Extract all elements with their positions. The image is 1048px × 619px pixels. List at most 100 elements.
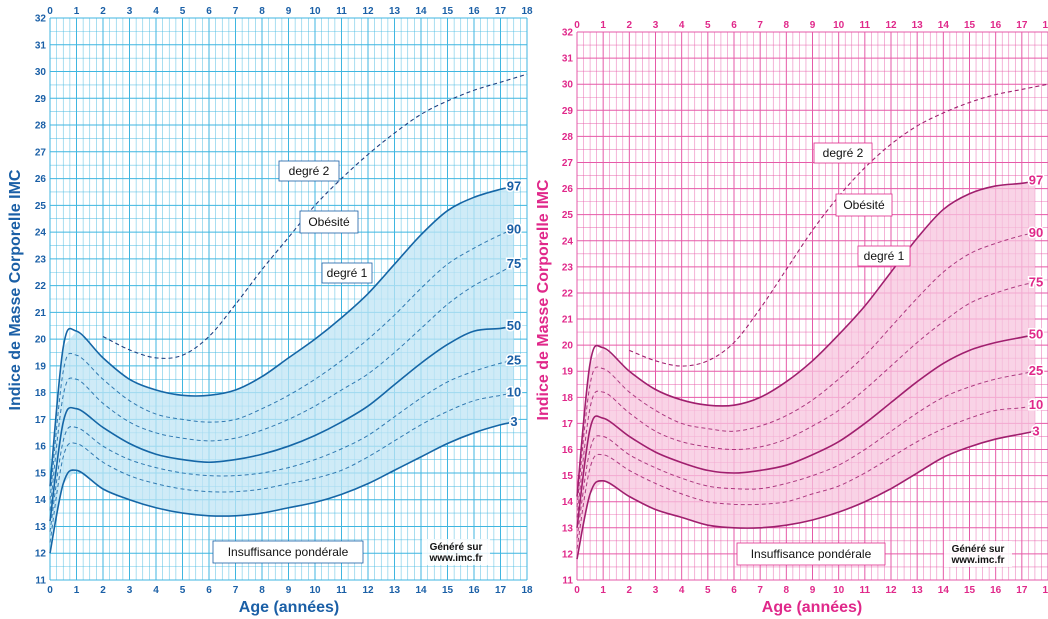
credit-line-1: Généré sur (430, 542, 483, 553)
x-tick-label-top: 13 (912, 20, 924, 31)
x-tick-label-bottom: 3 (653, 585, 659, 596)
y-tick-label: 24 (562, 236, 574, 247)
degre1-box (857, 245, 911, 267)
y-axis-title: Indice de Masse Corporelle IMC (535, 179, 552, 420)
x-tick-label-bottom: 17 (1016, 585, 1028, 596)
y-tick-label: 29 (562, 106, 574, 117)
x-tick-label-top: 17 (1016, 20, 1028, 31)
x-tick-label-top: 0 (47, 6, 53, 17)
x-tick-label-bottom: 7 (233, 585, 239, 596)
x-tick-label-bottom: 12 (885, 585, 897, 596)
x-tick-label-top: 10 (833, 20, 845, 31)
x-tick-label-top: 6 (731, 20, 737, 31)
x-tick-label-top: 5 (180, 6, 186, 17)
x-tick-label-bottom: 11 (860, 585, 871, 596)
degre1-box (321, 262, 373, 284)
x-tick-label-bottom: 17 (495, 585, 507, 596)
y-tick-label: 27 (35, 147, 47, 158)
percentile-3-label: 3 (510, 414, 517, 429)
obesity-threshold-curve (102, 73, 528, 359)
percentile-10-label: 10 (507, 385, 521, 400)
x-tick-label-top: 15 (964, 20, 976, 31)
y-tick-label: 21 (562, 315, 574, 326)
x-tick-label-bottom: 9 (810, 585, 816, 596)
y-tick-label: 26 (35, 174, 47, 185)
x-tick-label-top: 3 (653, 20, 659, 31)
y-tick-label: 23 (562, 262, 574, 273)
x-tick-label-bottom: 1 (74, 585, 80, 596)
x-tick-label-bottom: 8 (784, 585, 790, 596)
credit-background (944, 541, 1012, 567)
x-tick-label-bottom: 8 (259, 585, 265, 596)
y-tick-label: 11 (35, 576, 46, 587)
x-tick-label-top: 15 (442, 6, 454, 17)
x-tick-label-top: 7 (233, 6, 239, 17)
y-tick-label: 13 (562, 523, 574, 534)
obesite-label: Obésité (843, 198, 885, 212)
y-tick-label: 15 (35, 468, 47, 479)
percentile-97-label: 97 (507, 179, 521, 194)
y-tick-label: 32 (562, 28, 574, 39)
y-tick-label: 23 (35, 254, 47, 265)
percentile-3-curve (49, 421, 514, 554)
y-tick-label: 17 (35, 415, 47, 426)
x-tick-label-top: 2 (100, 6, 106, 17)
percentile-25-label: 25 (507, 353, 521, 368)
x-tick-label-top: 16 (468, 6, 480, 17)
degre2-label: degré 2 (289, 164, 330, 178)
percentile-3-curve (576, 430, 1036, 560)
percentile-50-curve (576, 333, 1036, 528)
x-tick-label-top: 9 (810, 20, 816, 31)
x-tick-label-bottom: 18 (521, 585, 533, 596)
y-tick-label: 11 (562, 576, 573, 587)
x-tick-label-top: 3 (127, 6, 133, 17)
x-tick-label-top: 8 (784, 20, 790, 31)
percentile-90-label: 90 (1029, 225, 1043, 240)
y-tick-label: 12 (35, 549, 47, 560)
y-tick-label: 22 (562, 288, 574, 299)
x-tick-label-bottom: 15 (442, 585, 454, 596)
credit-line-1: Généré sur (952, 544, 1005, 555)
y-tick-label: 20 (35, 335, 47, 346)
y-tick-label: 21 (35, 308, 47, 319)
obesite-label: Obésité (308, 215, 350, 229)
x-tick-label-bottom: 9 (286, 585, 292, 596)
x-tick-label-bottom: 3 (127, 585, 133, 596)
y-tick-label: 14 (562, 497, 574, 508)
y-tick-label: 22 (35, 281, 47, 292)
percentile-25-label: 25 (1029, 363, 1043, 378)
y-tick-label: 24 (35, 228, 47, 239)
insuffisance-label: Insuffisance pondérale (751, 547, 872, 561)
y-tick-label: 27 (562, 158, 574, 169)
x-tick-label-top: 16 (990, 20, 1002, 31)
y-tick-label: 19 (562, 367, 574, 378)
x-tick-label-top: 0 (574, 20, 580, 31)
percentile-90-label: 90 (507, 221, 521, 236)
x-tick-label-bottom: 4 (153, 585, 159, 596)
x-tick-label-top: 11 (860, 20, 871, 31)
percentile-25-curve (49, 360, 514, 532)
x-tick-label-top: 12 (362, 6, 374, 17)
y-tick-label: 18 (35, 388, 47, 399)
y-tick-label: 17 (562, 419, 574, 430)
x-tick-label-bottom: 16 (990, 585, 1002, 596)
x-tick-label-bottom: 12 (362, 585, 374, 596)
y-tick-label: 19 (35, 361, 47, 372)
y-axis-title: Indice de Masse Corporelle IMC (7, 169, 24, 410)
y-tick-label: 15 (562, 471, 574, 482)
girls-percentile-band (577, 180, 1035, 560)
boys-bmi-chart: 9790755025103001122334455667788991010111… (7, 6, 533, 616)
x-tick-label-top: 8 (259, 6, 265, 17)
x-tick-label-bottom: 2 (100, 585, 106, 596)
x-tick-label-bottom: 6 (731, 585, 737, 596)
x-tick-label-bottom: 14 (415, 585, 427, 596)
y-tick-label: 16 (562, 445, 574, 456)
y-tick-label: 28 (35, 121, 47, 132)
degre2-label: degré 2 (823, 146, 864, 160)
percentile-10-label: 10 (1029, 397, 1043, 412)
x-tick-label-bottom: 16 (468, 585, 480, 596)
y-tick-label: 20 (562, 341, 574, 352)
percentile-25-curve (576, 370, 1036, 539)
percentile-50-curve (49, 324, 514, 522)
